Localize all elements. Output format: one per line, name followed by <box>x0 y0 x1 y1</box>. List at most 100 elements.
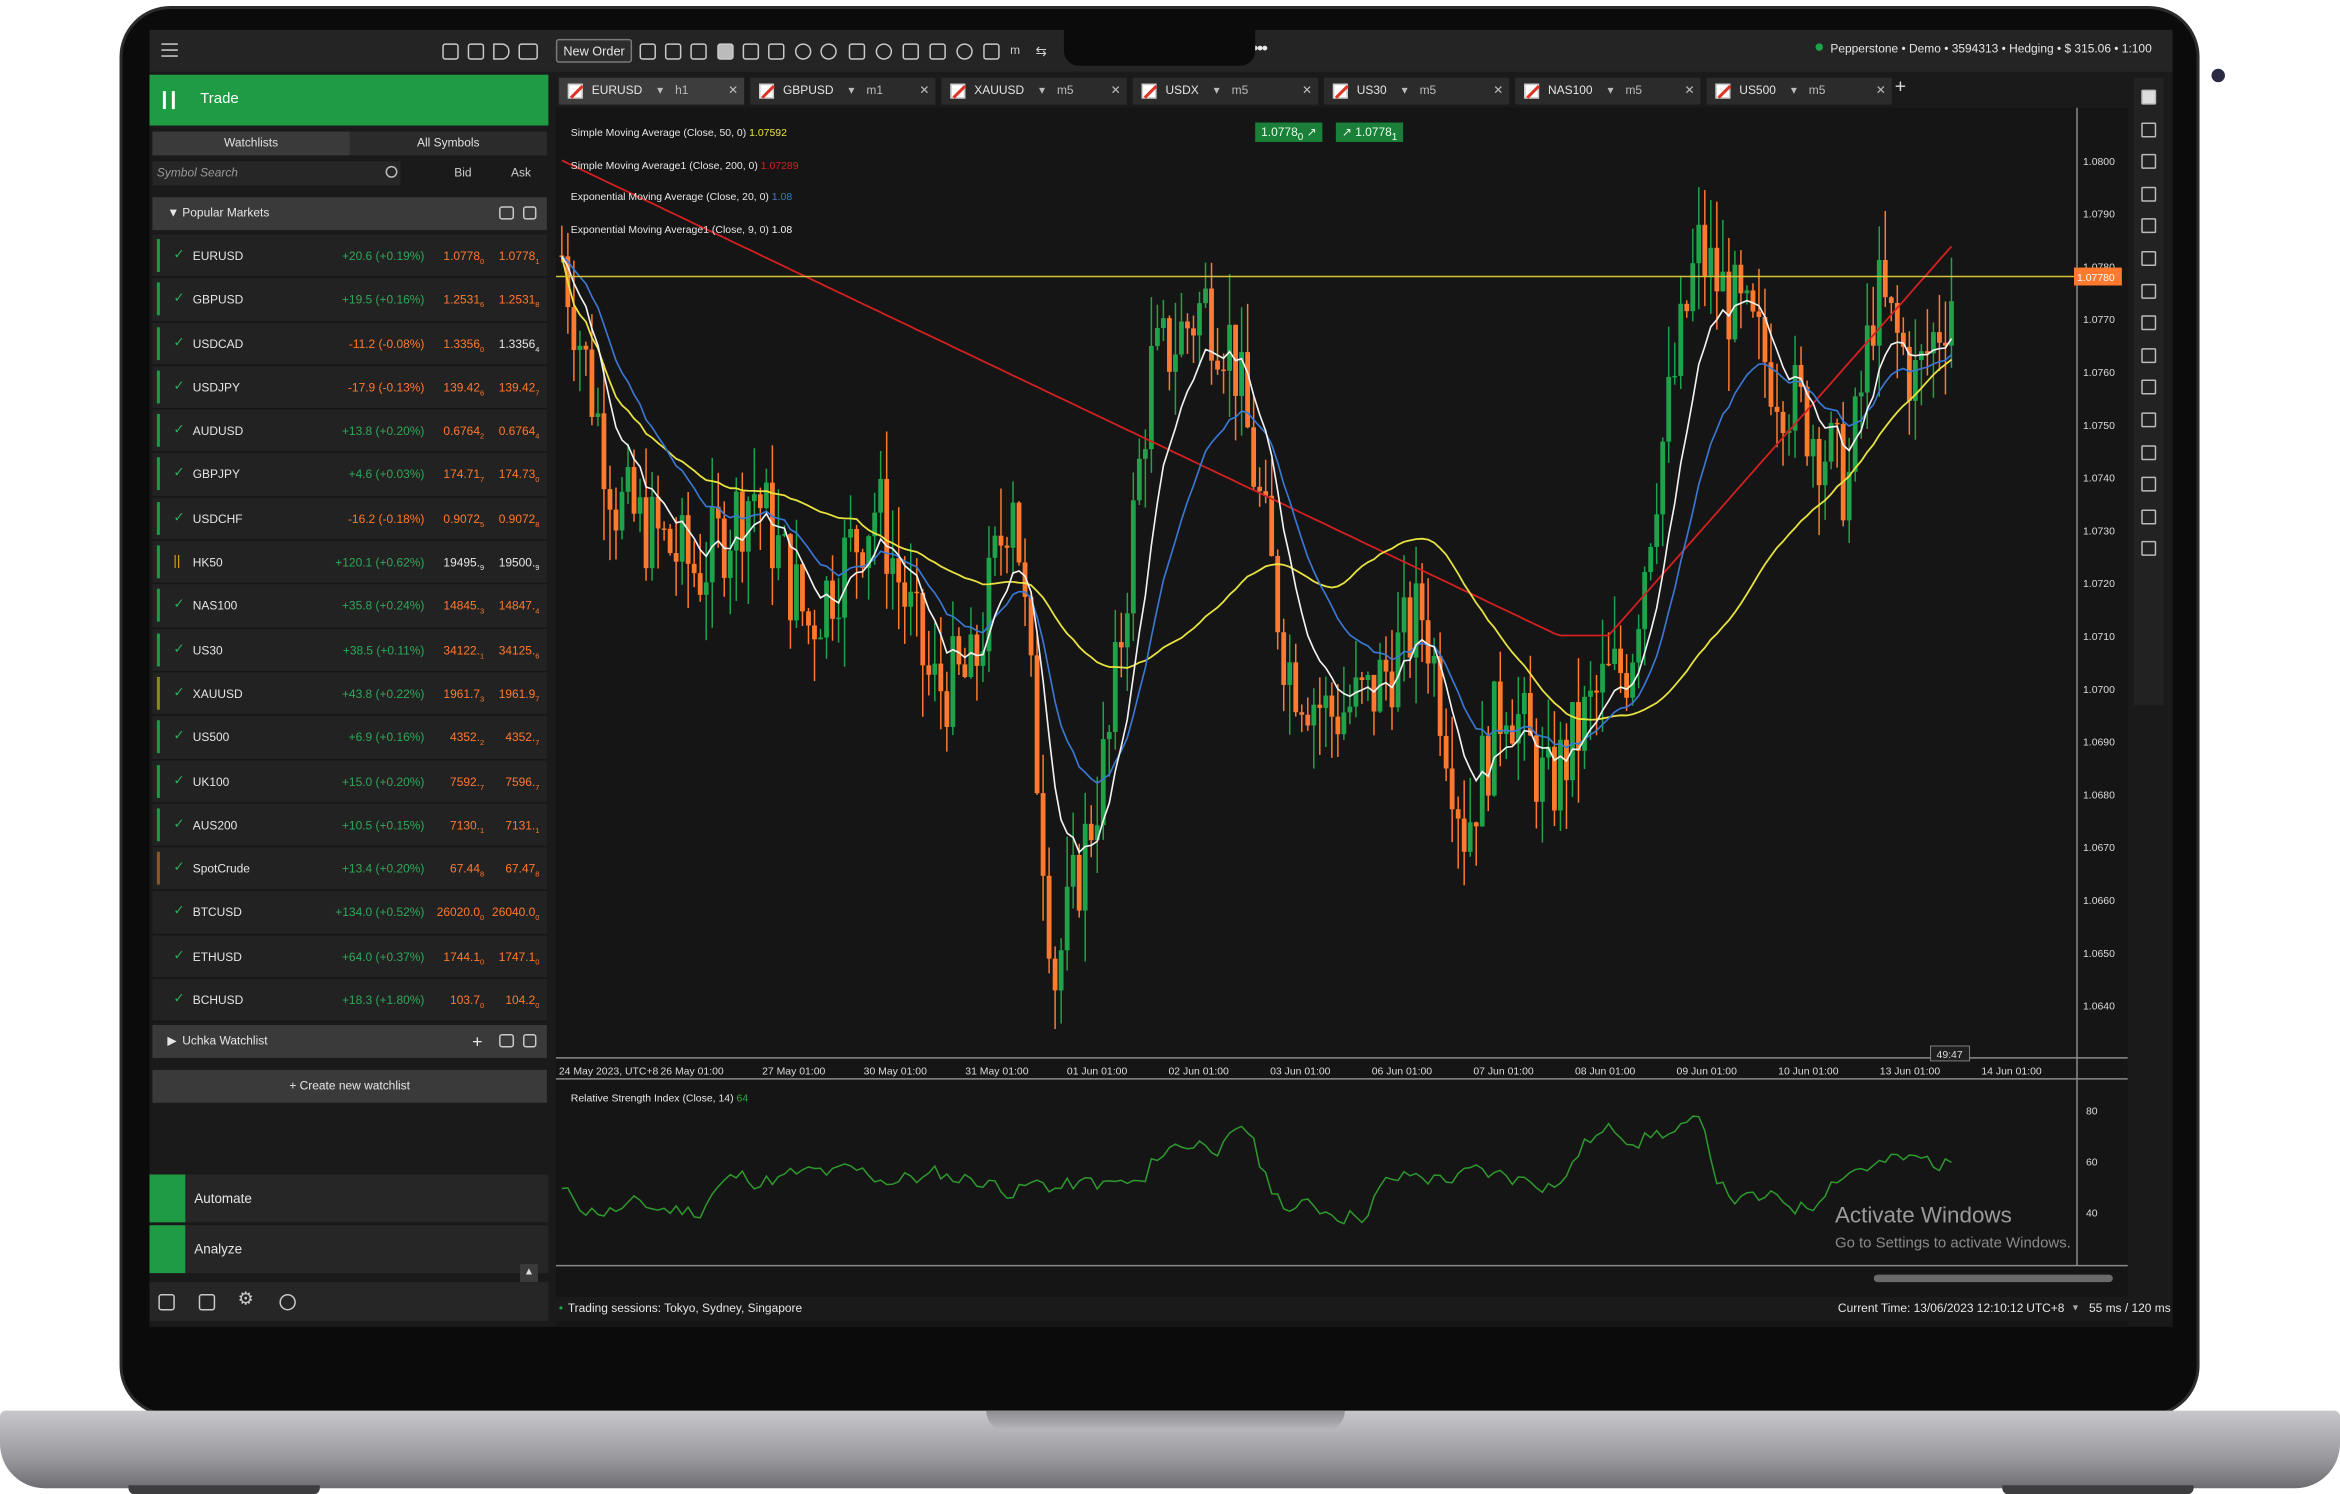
chart-tab-usdx[interactable]: USDX ▾ m5 ✕ <box>1132 77 1318 105</box>
check-icon[interactable]: ✓ <box>173 903 185 919</box>
collapse-up-icon[interactable]: ▲ <box>520 1264 538 1283</box>
tab-dropdown-icon[interactable]: ▾ <box>848 83 855 98</box>
close-tab-icon[interactable]: ✕ <box>728 83 739 98</box>
chart-window-icon[interactable] <box>639 43 656 60</box>
check-icon[interactable]: ✓ <box>173 596 185 612</box>
timezone-select[interactable]: UTC+8 <box>2026 1301 2065 1315</box>
list-view-icon[interactable] <box>499 1034 515 1048</box>
add-symbol-icon[interactable]: + <box>472 1031 483 1052</box>
watchlist-row[interactable]: ✓ NAS100 +35.8 (+0.24%) 14845.3 14847.4 <box>152 584 547 629</box>
copy-icon[interactable] <box>198 1294 216 1311</box>
row-ask[interactable]: 1961.97 <box>499 672 540 722</box>
search-icon[interactable] <box>385 165 398 178</box>
cbot-icon[interactable] <box>158 1294 175 1311</box>
eye-icon[interactable] <box>956 43 973 60</box>
row-bid[interactable]: 1.25316 <box>443 278 484 328</box>
new-order-button[interactable]: New Order <box>555 38 633 63</box>
mute-sound-icon[interactable] <box>493 43 510 60</box>
indicator-legend-item[interactable]: Exponential Moving Average (Close, 20, 0… <box>571 193 792 203</box>
layers-icon[interactable] <box>929 43 946 60</box>
watchlist-row[interactable]: ✓ USDJPY -17.9 (-0.13%) 139.426 139.427 <box>152 365 547 410</box>
check-icon[interactable]: ✓ <box>173 771 185 787</box>
check-icon[interactable]: ✓ <box>173 465 185 481</box>
buy-price-box[interactable]: ↗ 1.07781 <box>1335 122 1404 143</box>
watchlist-row[interactable]: ✓ AUS200 +10.5 (+0.15%) 7130.1 7131.1 <box>152 803 547 848</box>
tab-timeframe[interactable]: m5 <box>1625 83 1643 98</box>
chart-settings-icon[interactable] <box>768 43 785 60</box>
row-bid[interactable]: 4352.2 <box>450 716 484 766</box>
chart-tab-xauusd[interactable]: XAUUSD ▾ m5 ✕ <box>941 77 1127 105</box>
object-manager-icon[interactable] <box>983 43 1000 60</box>
tab-dropdown-icon[interactable]: ▾ <box>1039 83 1046 98</box>
row-ask[interactable]: 7596.7 <box>505 760 539 810</box>
watchlist-row[interactable]: ✓ XAUUSD +43.8 (+0.22%) 1961.73 1961.97 <box>152 672 547 717</box>
watchlist-row[interactable]: ✓ BTCUSD +134.0 (+0.52%) 26020.00 26040.00 <box>152 891 547 936</box>
zoom-in-icon[interactable] <box>794 43 812 60</box>
row-bid[interactable]: 0.90725 <box>443 497 484 547</box>
cursor-icon[interactable] <box>2141 89 2157 105</box>
text-icon[interactable] <box>2141 444 2157 460</box>
trade-section-header[interactable]: Trade <box>149 74 549 126</box>
row-ask[interactable]: 104.20 <box>505 979 539 1029</box>
row-bid[interactable]: 1.33560 <box>443 322 484 372</box>
row-bid[interactable]: 103.70 <box>450 979 484 1029</box>
tab-timeframe[interactable]: m5 <box>1056 83 1074 98</box>
analyze-menu-item[interactable]: Analyze <box>149 1225 549 1274</box>
chart-area[interactable]: 1.08001.07901.07801.07701.07601.07501.07… <box>555 107 2128 1327</box>
row-bid[interactable]: 174.717 <box>443 453 484 503</box>
note-icon[interactable] <box>2141 412 2157 428</box>
tab-dropdown-icon[interactable]: ▾ <box>1790 83 1797 98</box>
indicator-legend-item[interactable]: Simple Moving Average (Close, 50, 0) 1.0… <box>571 129 787 139</box>
popout-icon[interactable] <box>522 1034 537 1048</box>
tab-dropdown-icon[interactable]: ▾ <box>657 83 664 98</box>
row-ask[interactable]: 19500.9 <box>499 541 540 591</box>
gear-icon[interactable]: ⚙ <box>237 1288 254 1309</box>
tab-timeframe[interactable]: m5 <box>1419 83 1437 98</box>
watchlist-row[interactable]: ✓ AUDUSD +13.8 (+0.20%) 0.67642 0.67644 <box>152 409 547 454</box>
watchlist-row[interactable]: ✓ ETHUSD +64.0 (+0.37%) 1744.10 1747.10 <box>152 935 547 979</box>
pen-icon[interactable] <box>2141 283 2157 299</box>
row-ask[interactable]: 0.67644 <box>499 410 540 460</box>
tab-timeframe[interactable]: m1 <box>866 83 884 98</box>
watchlist-row[interactable]: ✓ UK100 +15.0 (+0.20%) 7592.7 7596.7 <box>152 759 547 804</box>
alert-bell-icon[interactable] <box>2141 541 2157 557</box>
tab-timeframe[interactable]: m5 <box>1231 83 1249 98</box>
check-icon[interactable]: ✓ <box>173 509 185 525</box>
row-ask[interactable]: 34125.6 <box>499 629 540 679</box>
row-ask[interactable]: 1.25318 <box>499 278 540 328</box>
account-info[interactable]: Pepperstone • Demo • 3594313 • Hedging •… <box>1815 42 2152 55</box>
tab-dropdown-icon[interactable]: ▾ <box>1401 83 1408 98</box>
close-tab-icon[interactable]: ✕ <box>1875 83 1886 98</box>
row-bid[interactable]: 26020.00 <box>437 891 484 941</box>
row-ask[interactable]: 26040.00 <box>492 891 539 941</box>
chart-tab-us30[interactable]: US30 ▾ m5 ✕ <box>1323 77 1510 105</box>
watchlist-row[interactable]: || HK50 +120.1 (+0.62%) 19495.9 19500.9 <box>152 541 547 585</box>
close-tab-icon[interactable]: ✕ <box>1110 83 1121 98</box>
watchlist-row[interactable]: ✓ SpotCrude +13.4 (+0.20%) 67.448 67.478 <box>152 847 547 892</box>
popout-icon[interactable] <box>522 206 537 220</box>
row-ask[interactable]: 14847.4 <box>499 585 540 635</box>
templates-icon[interactable] <box>902 43 919 60</box>
layout-grid-icon[interactable] <box>690 43 707 60</box>
layout-quad-icon[interactable] <box>742 43 760 60</box>
check-icon[interactable]: ✓ <box>173 640 185 656</box>
keyboard-icon[interactable] <box>518 43 538 60</box>
second-watchlist-header[interactable]: ▶ Uchka Watchlist + <box>152 1025 547 1058</box>
row-ask[interactable]: 1.33564 <box>499 322 540 372</box>
check-icon[interactable]: ✓ <box>173 421 185 437</box>
create-watchlist-button[interactable]: + Create new watchlist <box>152 1069 547 1103</box>
layout-icon[interactable] <box>467 43 485 60</box>
brush-icon[interactable] <box>2141 315 2157 331</box>
check-icon[interactable]: ✓ <box>173 990 185 1006</box>
close-tab-icon[interactable]: ✕ <box>1301 83 1312 98</box>
row-ask[interactable]: 139.427 <box>499 366 540 416</box>
watchlist-row[interactable]: ✓ EURUSD +20.6 (+0.19%) 1.07780 1.07781 <box>152 234 547 279</box>
more-options-icon[interactable]: ••• <box>1252 37 1268 59</box>
row-ask[interactable]: 4352.7 <box>505 716 539 766</box>
help-icon[interactable] <box>279 1294 296 1311</box>
timezone-dropdown-icon[interactable]: ▼ <box>2071 1304 2080 1314</box>
list-view-icon[interactable] <box>499 206 515 220</box>
row-bid[interactable]: 1961.73 <box>443 672 484 722</box>
row-ask[interactable]: 67.478 <box>505 847 539 897</box>
indicator-legend-item[interactable]: Simple Moving Average1 (Close, 200, 0) 1… <box>571 161 799 171</box>
